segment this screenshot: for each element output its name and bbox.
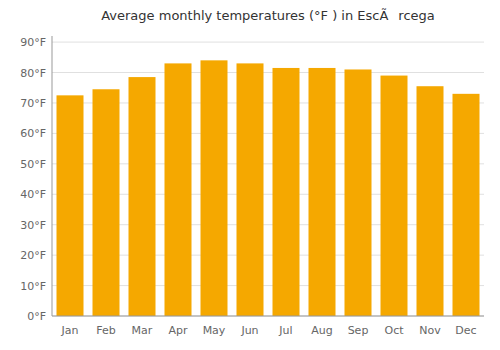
y-tick-label: 10°F [20, 280, 46, 293]
bars [57, 60, 480, 316]
bar [129, 77, 156, 316]
x-tick-label: Feb [96, 324, 115, 337]
y-tick-label: 80°F [20, 67, 46, 80]
y-axis-line [52, 36, 53, 316]
x-tick-label: Oct [384, 324, 404, 337]
bar [309, 68, 336, 316]
bar [273, 68, 300, 316]
x-tick-label: May [203, 324, 226, 337]
grid-line [52, 72, 484, 73]
bar [345, 69, 372, 316]
bar [381, 76, 408, 316]
x-tick-label: Dec [455, 324, 476, 337]
bar [417, 86, 444, 316]
x-tick-label: Nov [419, 324, 441, 337]
bar [453, 94, 480, 316]
y-tick-label: 60°F [20, 127, 46, 140]
bar [93, 89, 120, 316]
grid-line [52, 42, 484, 43]
grid [52, 42, 484, 316]
y-tick-label: 50°F [20, 158, 46, 171]
y-tick-label: 0°F [27, 310, 46, 323]
bar [237, 63, 264, 316]
y-tick-label: 70°F [20, 97, 46, 110]
x-tick-label: Mar [132, 324, 153, 337]
y-tick-label: 20°F [20, 249, 46, 262]
x-tick-label: Jan [61, 324, 79, 337]
y-tick-label: 30°F [20, 219, 46, 232]
bar [201, 60, 228, 316]
x-tick-label: Jul [278, 324, 292, 337]
x-tick-label: Sep [348, 324, 369, 337]
chart: Average monthly temperatures (°F ) in Es… [0, 0, 500, 350]
chart-container: Average monthly temperatures (°F ) in Es… [0, 0, 500, 350]
y-tick-label: 90°F [20, 36, 46, 49]
title: Average monthly temperatures (°F ) in Es… [101, 8, 435, 23]
y-tick-label: 40°F [20, 188, 46, 201]
x-tick-label: Apr [168, 324, 188, 337]
bar [57, 95, 84, 316]
x-tick-label: Aug [311, 324, 332, 337]
grid-line [52, 316, 484, 317]
x-axis-line [52, 316, 484, 317]
bar [165, 63, 192, 316]
x-tick-label: Jun [240, 324, 258, 337]
